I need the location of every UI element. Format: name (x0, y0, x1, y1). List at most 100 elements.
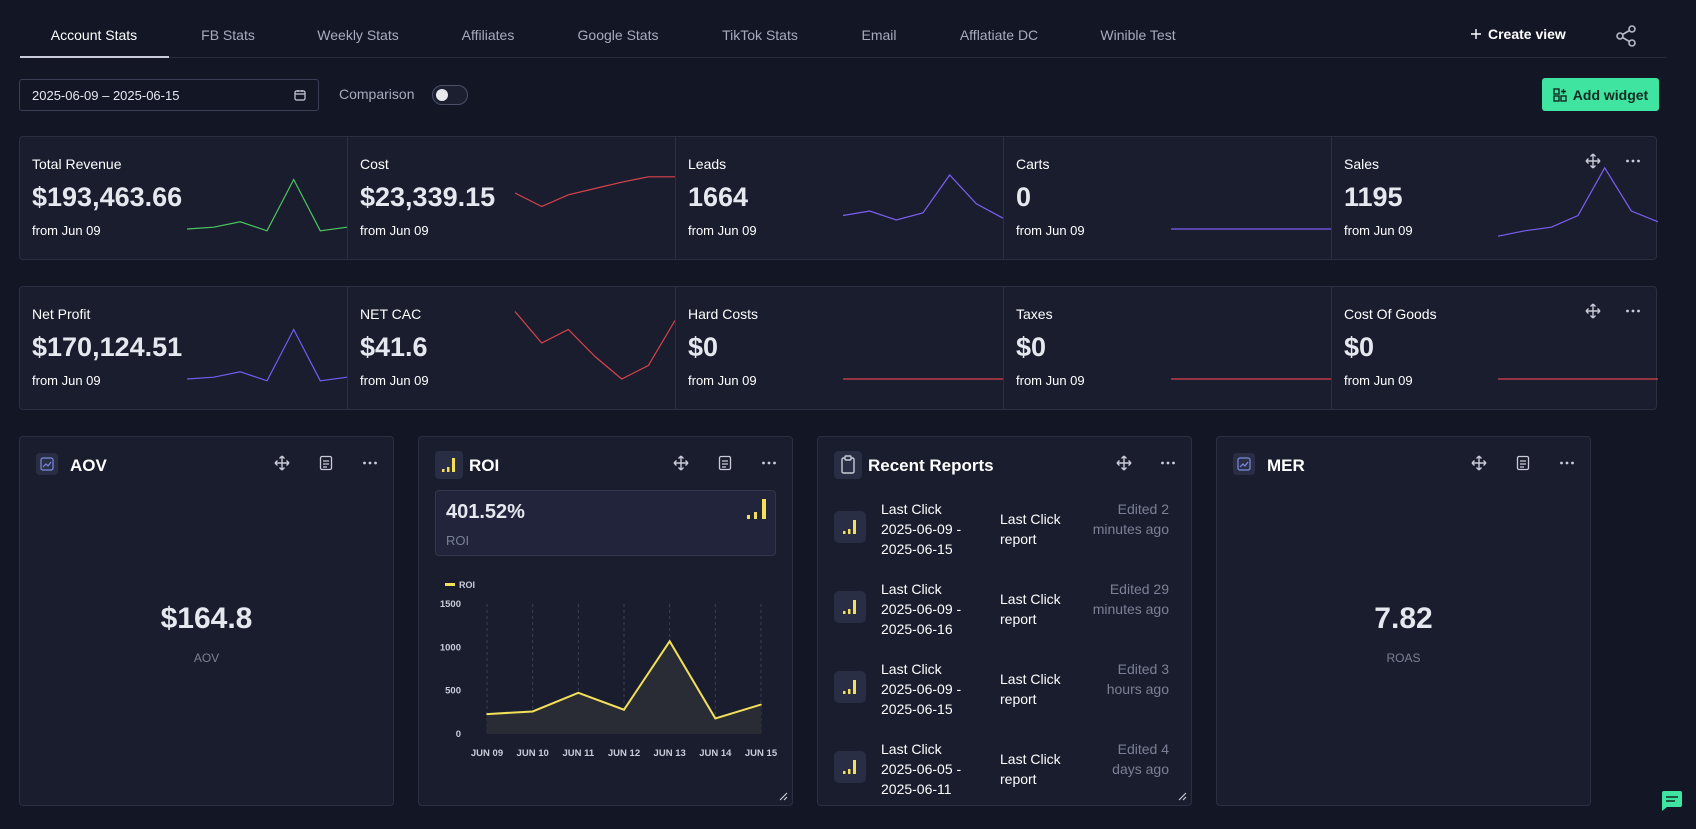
date-range-picker[interactable]: 2025-06-09 – 2025-06-15 (19, 79, 319, 111)
notes-icon[interactable] (1514, 454, 1532, 472)
data-point (531, 710, 534, 713)
stat-sub: from Jun 09 (1016, 223, 1085, 238)
tab-google-stats[interactable]: Google Stats (577, 27, 659, 43)
stat-value: $23,339.15 (360, 182, 496, 212)
tab-fb-stats[interactable]: FB Stats (201, 27, 255, 43)
move-icon[interactable] (1584, 152, 1602, 170)
mer-value: 7.82 (1374, 602, 1433, 635)
bar-signal-icon (834, 511, 866, 543)
report-name: Last Click 2025-06-05 - 2025-06-11 (881, 741, 962, 797)
sparkline (514, 311, 676, 380)
sparkline (1171, 228, 1331, 230)
stat-label: Total Revenue (32, 156, 122, 172)
stat-label: Cost Of Goods (1344, 306, 1437, 322)
sparkline (843, 378, 1003, 380)
row-actions (1584, 152, 1642, 170)
add-widget-button[interactable]: Add widget (1542, 78, 1659, 111)
stat-sub: from Jun 09 (360, 373, 429, 388)
report-list-item[interactable]: Last Click 2025-06-09 - 2025-06-15 Last … (834, 659, 1179, 729)
tab-tiktok-stats[interactable]: TikTok Stats (722, 27, 798, 43)
sparkline (1497, 166, 1659, 237)
tab-afflatiate-dc[interactable]: Afflatiate DC (959, 27, 1039, 43)
share-icon[interactable] (1614, 24, 1638, 48)
stat-sub: from Jun 09 (1016, 373, 1085, 388)
stat-card-leads[interactable]: Leads 1664 from Jun 09 (676, 137, 1004, 259)
stat-card-cost-of-goods[interactable]: Cost Of Goods $0 from Jun 09 (1332, 287, 1658, 409)
tab-affiliates[interactable]: Affiliates (461, 27, 515, 43)
roi-line-chart: ROI JUN 09 JUN 10 JUN 11 JUN 12 JUN 13 JUN 14 J… (440, 580, 778, 759)
stat-label: Taxes (1016, 306, 1053, 322)
more-icon[interactable] (361, 454, 379, 472)
notes-icon[interactable] (716, 454, 734, 472)
widget-actions (672, 454, 778, 472)
move-icon[interactable] (273, 454, 291, 472)
stat-sub: from Jun 09 (32, 373, 101, 388)
y-tick-label: 1000 (440, 642, 461, 653)
tab-winible-test[interactable]: Winible Test (1100, 27, 1176, 43)
more-icon[interactable] (1624, 152, 1642, 170)
row-actions (1584, 302, 1642, 320)
report-edited: Edited 3 hours ago (1106, 661, 1169, 697)
resize-handle-icon[interactable] (778, 791, 788, 801)
chat-icon[interactable] (1660, 789, 1684, 813)
y-tick-label: 0 (456, 729, 461, 740)
stat-card-net-cac[interactable]: NET CAC $41.6 from Jun 09 (348, 287, 676, 409)
report-name: Last Click 2025-06-09 - 2025-06-15 (881, 501, 962, 557)
move-icon[interactable] (672, 454, 690, 472)
report-list-item[interactable]: Last Click 2025-06-09 - 2025-06-16 Last … (834, 579, 1179, 649)
more-icon[interactable] (1159, 454, 1177, 472)
stat-card-hard-costs[interactable]: Hard Costs $0 from Jun 09 (676, 287, 1004, 409)
stat-sub: from Jun 09 (1344, 223, 1413, 238)
bar-signal-icon (834, 591, 866, 623)
report-edited: Edited 29 minutes ago (1092, 581, 1169, 617)
legend-swatch (445, 583, 455, 586)
comparison-toggle[interactable] (432, 85, 468, 105)
notes-icon[interactable] (317, 454, 335, 472)
data-point (486, 713, 488, 715)
more-icon[interactable] (1558, 454, 1576, 472)
widget-actions (1115, 454, 1177, 472)
report-list-item[interactable]: Last Click 2025-06-09 - 2025-06-15 Last … (834, 499, 1179, 569)
stat-card-carts[interactable]: Carts 0 from Jun 09 (1004, 137, 1332, 259)
chart-icon (36, 453, 58, 475)
move-icon[interactable] (1470, 454, 1488, 472)
sparkline-path (514, 311, 676, 380)
move-icon[interactable] (1584, 302, 1602, 320)
stat-card-net-profit[interactable]: Net Profit $170,124.51 from Jun 09 (20, 287, 348, 409)
tab-email[interactable]: Email (861, 27, 897, 43)
sparkline (186, 328, 348, 382)
stat-label: NET CAC (360, 306, 422, 322)
resize-handle-icon[interactable] (1177, 791, 1187, 801)
roi-summary: 401.52% ROI (435, 490, 776, 556)
x-tick-label: JUN 13 (654, 748, 686, 759)
stat-card-sales[interactable]: Sales 1195 from Jun 09 (1332, 137, 1659, 259)
stat-label: Net Profit (32, 306, 91, 322)
mer-widget: MER 7.82 ROAS (1216, 436, 1591, 806)
stat-value: $193,463.66 (32, 182, 183, 212)
report-type: Last Click report (1000, 511, 1061, 547)
sparkline (842, 174, 1004, 221)
tab-weekly-stats[interactable]: Weekly Stats (317, 27, 399, 43)
tab-account-stats[interactable]: Account Stats (50, 27, 138, 43)
more-icon[interactable] (760, 454, 778, 472)
report-type: Last Click report (1000, 751, 1061, 787)
create-view-label: Create view (1488, 26, 1566, 42)
clipboard-icon (834, 451, 862, 479)
report-list-item[interactable]: Last Click 2025-06-05 - 2025-06-11 Last … (834, 739, 1179, 809)
widget-title: Recent Reports (868, 456, 994, 475)
move-icon[interactable] (1115, 454, 1133, 472)
stat-card-cost[interactable]: Cost $23,339.15 from Jun 09 (348, 137, 676, 259)
sparkline (186, 178, 348, 232)
more-icon[interactable] (1624, 302, 1642, 320)
active-tab-underline (20, 56, 169, 58)
bar-signal-icon (834, 671, 866, 703)
stat-card-taxes[interactable]: Taxes $0 from Jun 09 (1004, 287, 1332, 409)
stat-card-total-revenue[interactable]: Total Revenue $193,463.66 from Jun 09 (20, 137, 348, 259)
widget-title: AOV (70, 456, 107, 475)
bar-signal-icon (747, 499, 766, 519)
aov-widget: AOV $164.8 AOV (19, 436, 394, 806)
roi-value: 401.52% (446, 501, 525, 523)
report-type: Last Click report (1000, 671, 1061, 707)
create-view-button[interactable]: Create view (1470, 26, 1566, 42)
bar-signal-icon (435, 451, 463, 479)
